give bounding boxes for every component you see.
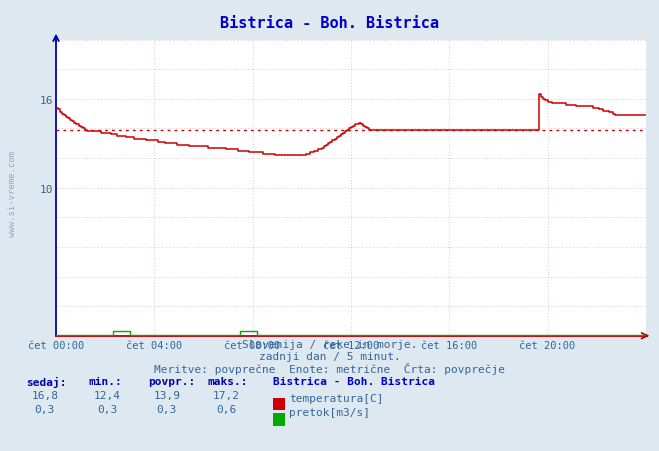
Text: Bistrica - Boh. Bistrica: Bistrica - Boh. Bistrica — [273, 377, 436, 387]
Text: min.:: min.: — [89, 377, 123, 387]
Text: 0,3: 0,3 — [35, 404, 55, 414]
Text: 0,6: 0,6 — [216, 404, 236, 414]
Text: zadnji dan / 5 minut.: zadnji dan / 5 minut. — [258, 351, 401, 361]
Text: povpr.:: povpr.: — [148, 377, 196, 387]
Text: 13,9: 13,9 — [154, 390, 180, 400]
Text: sedaj:: sedaj: — [26, 377, 67, 387]
Text: temperatura[C]: temperatura[C] — [289, 393, 384, 403]
Text: Meritve: povprečne  Enote: metrične  Črta: povprečje: Meritve: povprečne Enote: metrične Črta:… — [154, 363, 505, 375]
Text: 12,4: 12,4 — [94, 390, 121, 400]
Text: www.si-vreme.com: www.si-vreme.com — [8, 151, 17, 237]
Text: pretok[m3/s]: pretok[m3/s] — [289, 407, 370, 417]
Text: 0,3: 0,3 — [98, 404, 117, 414]
Text: Slovenija / reke in morje.: Slovenija / reke in morje. — [242, 339, 417, 349]
Text: maks.:: maks.: — [208, 377, 248, 387]
Text: 16,8: 16,8 — [32, 390, 58, 400]
Text: 17,2: 17,2 — [213, 390, 239, 400]
Text: Bistrica - Boh. Bistrica: Bistrica - Boh. Bistrica — [220, 16, 439, 31]
Text: 0,3: 0,3 — [157, 404, 177, 414]
